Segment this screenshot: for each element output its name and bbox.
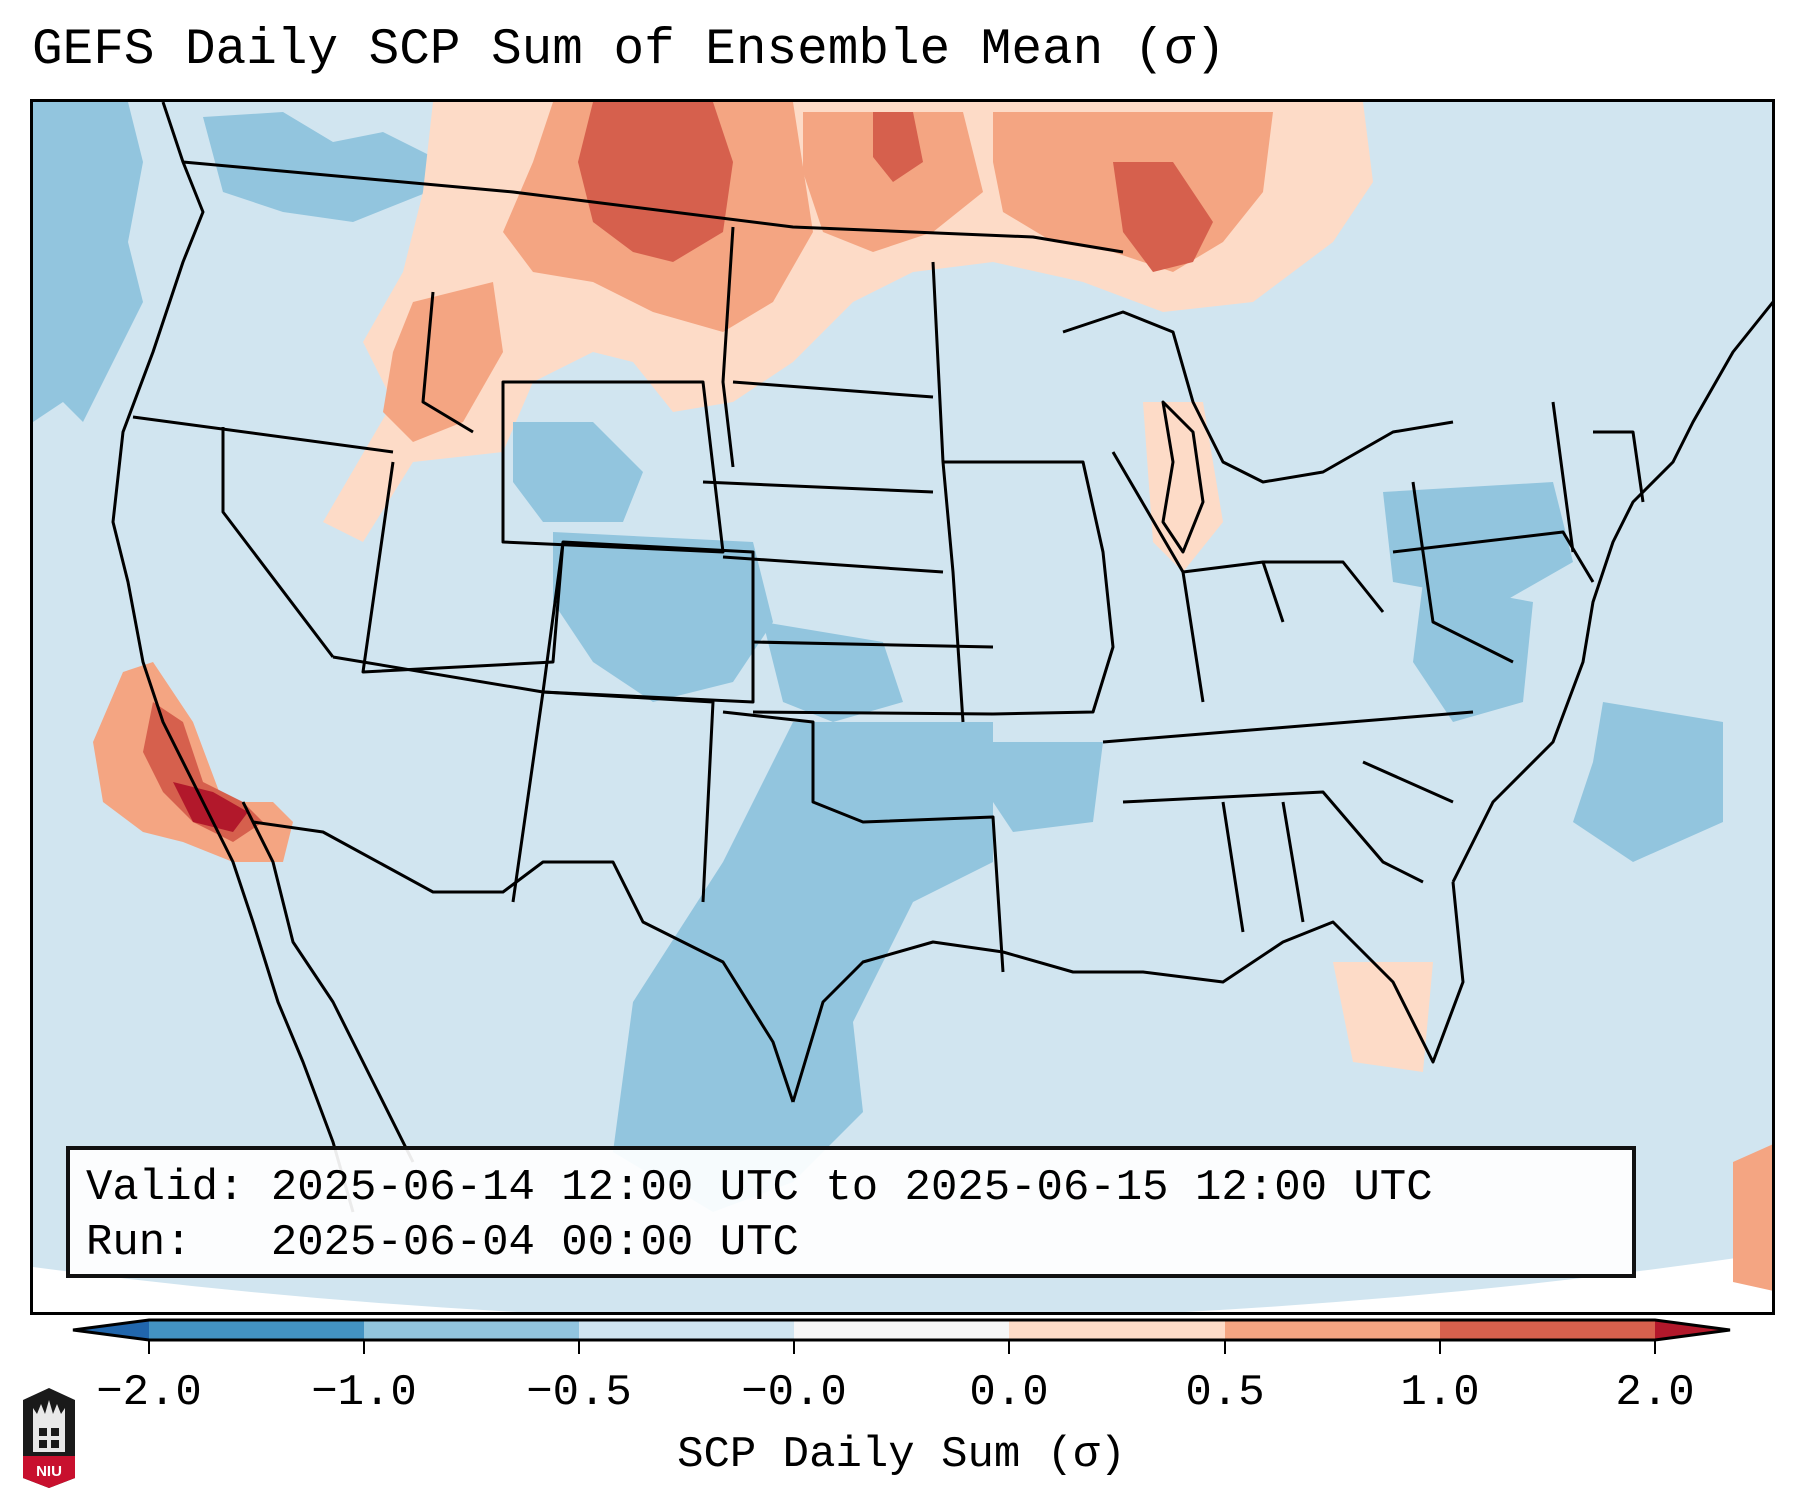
map-canvas xyxy=(33,102,1772,1312)
anomaly-region-arkansas xyxy=(993,742,1103,832)
border-or-ca xyxy=(132,415,394,454)
great-lakes-outline xyxy=(1062,310,1454,484)
colorbar-tick-label: 0.5 xyxy=(1185,1368,1265,1418)
anomaly-region-colorado xyxy=(553,532,773,702)
niu-logo-text: NIU xyxy=(36,1463,62,1480)
coastlines-and-borders xyxy=(111,102,1772,1213)
border-az-nm xyxy=(332,655,545,903)
off-domain-area xyxy=(33,1252,1772,1312)
border-nv-ca xyxy=(221,427,335,658)
border-ok-tx xyxy=(722,710,1005,973)
anomaly-region-pacific xyxy=(33,102,143,422)
anomaly-region-dakota-core xyxy=(873,112,923,182)
colorbar-tick-label: 0.0 xyxy=(969,1368,1049,1418)
lake-michigan xyxy=(1161,400,1205,554)
run-time-text: Run: 2025-06-04 00:00 UTC xyxy=(86,1218,799,1268)
colorbar-tick-label: −0.0 xyxy=(741,1368,847,1418)
border-mn-ia xyxy=(931,261,965,723)
west-coastline xyxy=(111,102,355,1213)
valid-run-info-box: Valid: 2025-06-14 12:00 UTC to 2025-06-1… xyxy=(66,1146,1636,1278)
niu-logo: NIU xyxy=(23,1388,75,1488)
colorbar-tick-label: 1.0 xyxy=(1400,1368,1480,1418)
map-title: GEFS Daily SCP Sum of Ensemble Mean (σ) xyxy=(32,22,1226,79)
anomaly-region-wyoming xyxy=(513,422,643,522)
border-mt-dakota xyxy=(721,226,735,468)
anomaly-region-pnw xyxy=(203,112,443,222)
border-nm xyxy=(542,690,715,903)
anomaly-region-great-lakes xyxy=(1143,402,1223,572)
valid-time-text: Valid: 2025-06-14 12:00 UTC to 2025-06-1… xyxy=(86,1163,1433,1213)
border-ut-co xyxy=(361,461,565,674)
baja-coastline xyxy=(241,801,415,1163)
border-co xyxy=(541,540,755,704)
border-ks-ok xyxy=(752,640,994,716)
anomaly-region-socal-peak xyxy=(173,782,248,832)
colorbar-extend-high xyxy=(1655,1320,1730,1340)
colorbar-tick-label: −1.0 xyxy=(311,1368,417,1418)
colorbar-bin xyxy=(794,1320,1009,1340)
border-wy xyxy=(501,380,725,554)
anomaly-region-montana-core xyxy=(578,102,733,262)
colorbar-bin xyxy=(364,1320,579,1340)
gulf-coastline xyxy=(791,881,1465,1103)
anomaly-region-florida xyxy=(1333,962,1433,1072)
border-midwest xyxy=(943,460,1115,716)
anomaly-region-kansas xyxy=(763,622,903,722)
colorbar-tick-label: 2.0 xyxy=(1615,1368,1695,1418)
colorbar-bin xyxy=(1009,1320,1225,1340)
anomaly-region-minnesota-core xyxy=(1113,162,1213,272)
colorbar-label: SCP Daily Sum (σ) xyxy=(677,1430,1126,1480)
border-northeast xyxy=(1392,401,1645,664)
colorbar-tick-label: −0.5 xyxy=(526,1368,632,1418)
colorbar-bin xyxy=(579,1320,794,1340)
anomaly-region-idaho xyxy=(383,282,503,442)
mexico-us-border xyxy=(252,820,795,1103)
colorbar-bin xyxy=(1440,1320,1655,1340)
colorbar-bin xyxy=(149,1320,364,1340)
colorbar-bin xyxy=(1225,1320,1440,1340)
colorbar-extend-low xyxy=(73,1320,149,1340)
colorbar-tick-label: −2.0 xyxy=(96,1368,202,1418)
east-coastline xyxy=(1451,301,1772,883)
map-panel xyxy=(30,99,1775,1315)
anomaly-region-texas-oklahoma xyxy=(613,722,993,1212)
canada-us-border xyxy=(182,160,1124,254)
border-southeast xyxy=(1102,710,1474,933)
border-il-in-oh xyxy=(1111,451,1385,703)
anomaly-region-atlantic xyxy=(1573,702,1723,862)
anomaly-region-virginia xyxy=(1413,582,1533,722)
border-nd-sd-ne xyxy=(702,380,944,574)
border-id-wy xyxy=(421,291,474,434)
colorbar xyxy=(72,1318,1731,1354)
anomaly-region-caribbean xyxy=(1733,1144,1772,1291)
